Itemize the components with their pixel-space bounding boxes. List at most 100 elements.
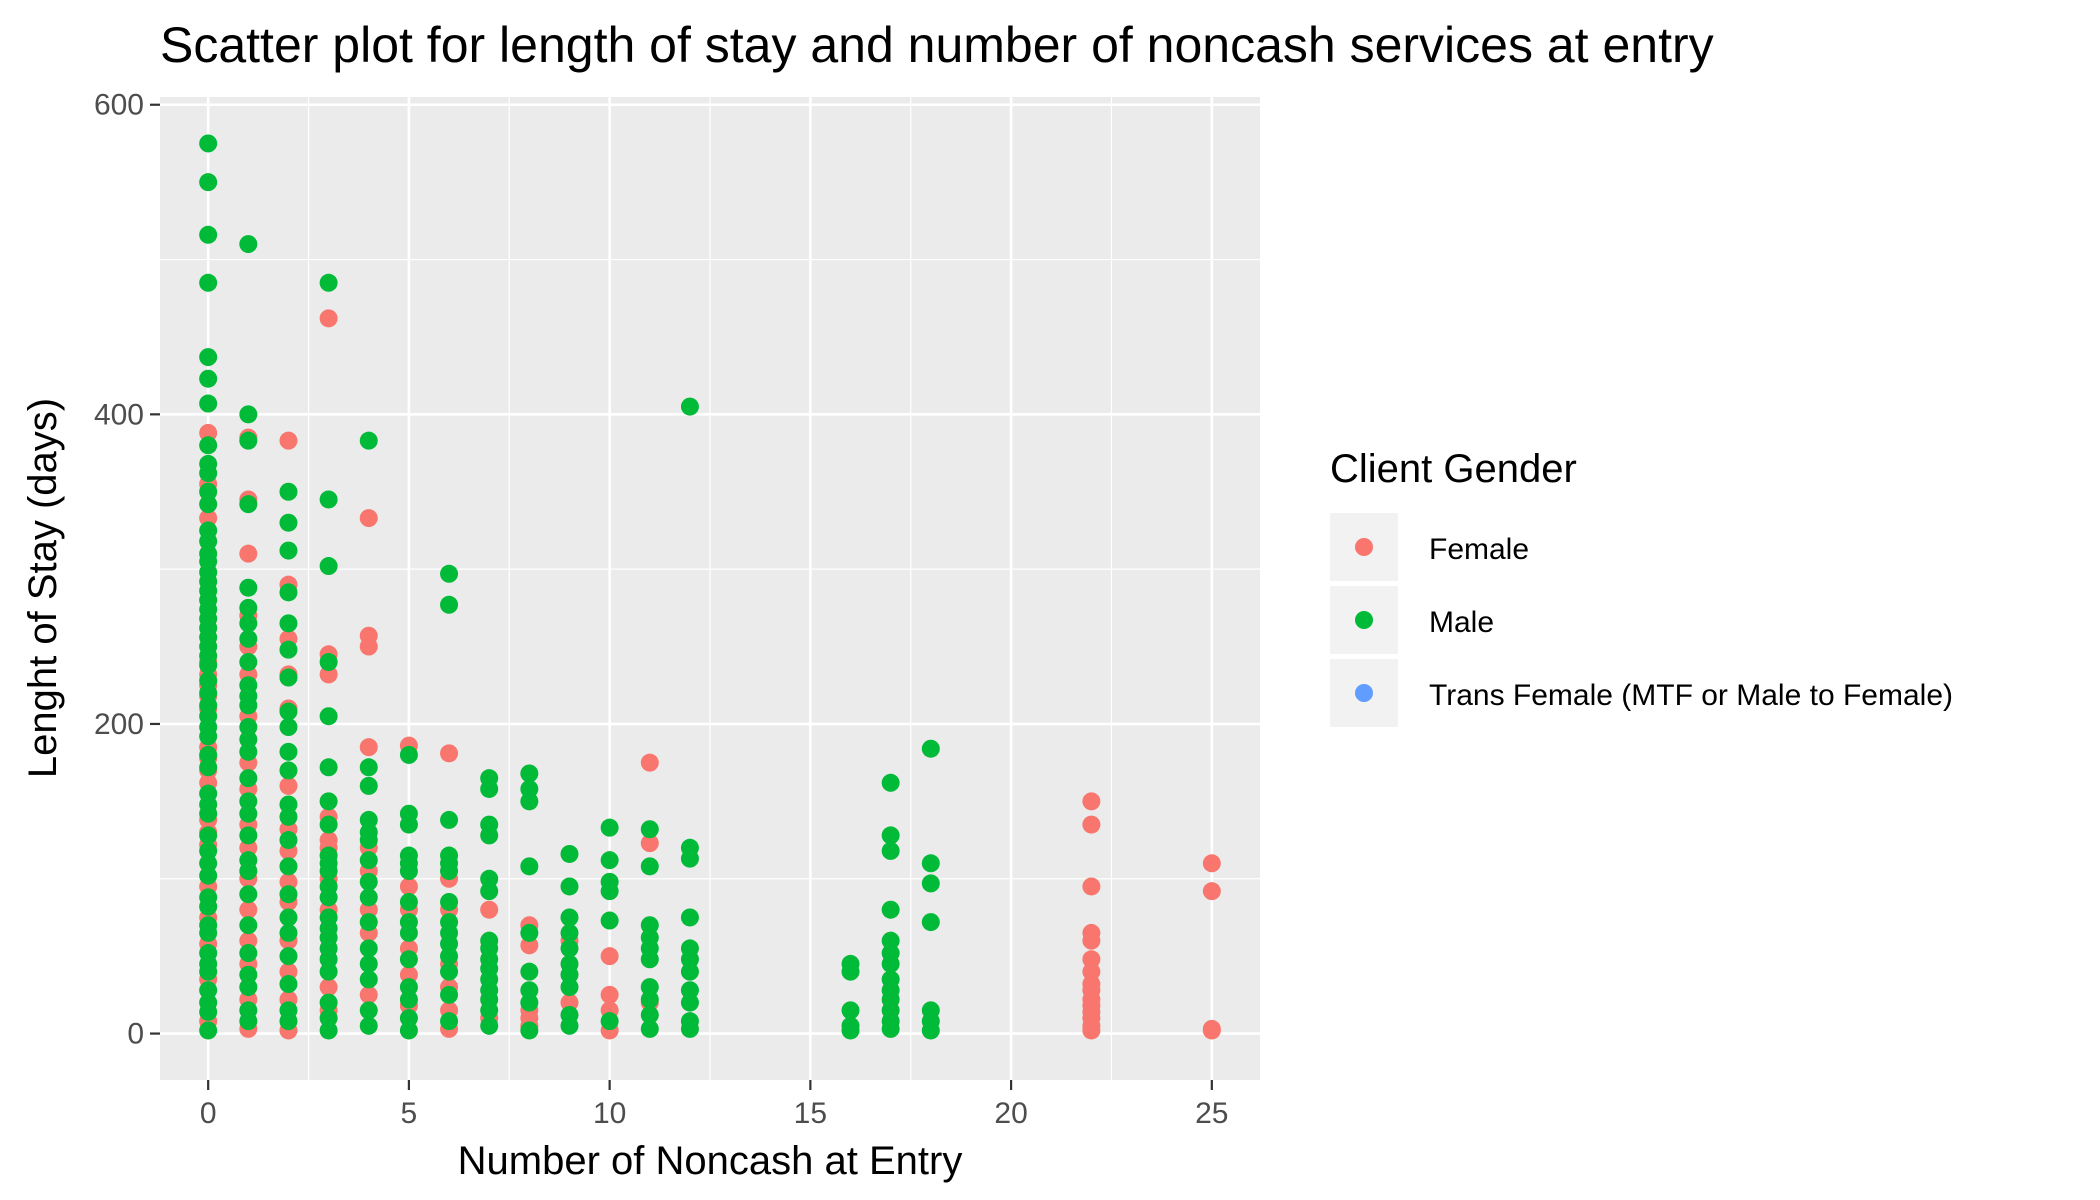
point-male <box>881 900 900 919</box>
point-male <box>239 804 258 823</box>
point-female <box>359 985 378 1004</box>
point-male <box>319 888 338 907</box>
point-male <box>640 950 659 969</box>
point-male <box>199 348 218 367</box>
chart-title: Scatter plot for length of stay and numb… <box>160 17 1714 73</box>
grid-minor <box>160 97 1260 1080</box>
point-male <box>199 804 218 823</box>
point-female <box>399 877 418 896</box>
point-male <box>279 614 298 633</box>
point-male <box>359 913 378 932</box>
point-male <box>399 923 418 942</box>
point-male <box>640 916 659 935</box>
point-male <box>319 815 338 834</box>
point-male <box>480 1001 499 1020</box>
point-male <box>520 779 539 798</box>
point-male <box>279 807 298 826</box>
point-female <box>1082 877 1101 896</box>
x-tick-label: 15 <box>794 1097 827 1130</box>
point-female <box>239 544 258 563</box>
point-male <box>440 810 459 829</box>
point-male <box>440 862 459 881</box>
point-female <box>279 431 298 450</box>
point-male <box>239 742 258 761</box>
point-female <box>319 665 338 684</box>
point-female <box>239 900 258 919</box>
point-male <box>520 993 539 1012</box>
legend-swatch-trans-female-mtf-or-male-to-female <box>1355 684 1373 702</box>
point-male <box>480 882 499 901</box>
legend-title: Client Gender <box>1330 447 1577 491</box>
point-male <box>279 975 298 994</box>
point-male <box>279 640 298 659</box>
point-female <box>279 776 298 795</box>
point-female <box>359 738 378 757</box>
point-male <box>640 978 659 997</box>
point-male <box>199 495 218 514</box>
point-male <box>279 541 298 560</box>
x-tick-label: 0 <box>200 1097 217 1130</box>
point-male <box>279 583 298 602</box>
point-male <box>440 564 459 583</box>
point-male <box>359 758 378 777</box>
point-male <box>199 826 218 845</box>
point-female <box>440 744 459 763</box>
point-male <box>319 653 338 672</box>
point-male <box>199 436 218 455</box>
legend-swatch-male <box>1355 611 1373 629</box>
point-male <box>921 874 940 893</box>
point-male <box>680 962 699 981</box>
point-male <box>239 598 258 617</box>
point-male <box>279 947 298 966</box>
point-male <box>239 718 258 737</box>
point-male <box>279 885 298 904</box>
point-male <box>279 908 298 927</box>
point-female <box>1082 815 1101 834</box>
point-female <box>1082 962 1101 981</box>
point-female <box>199 423 218 442</box>
point-female <box>640 834 659 853</box>
point-male <box>319 792 338 811</box>
point-male <box>640 857 659 876</box>
point-male <box>359 1016 378 1035</box>
legend-label-trans-female: Trans Female (MTF or Male to Female) <box>1429 679 1953 712</box>
point-male <box>440 962 459 981</box>
point-male <box>199 683 218 702</box>
point-male <box>680 993 699 1012</box>
point-female <box>1082 950 1101 969</box>
point-male <box>680 849 699 868</box>
point-male <box>600 882 619 901</box>
point-female <box>520 936 539 955</box>
point-female <box>359 509 378 528</box>
point-male <box>359 939 378 958</box>
point-male <box>440 934 459 953</box>
point-female <box>319 309 338 328</box>
point-male <box>881 841 900 860</box>
point-male <box>239 769 258 788</box>
y-tick-label: 600 <box>94 89 144 122</box>
point-male <box>560 923 579 942</box>
point-male <box>279 513 298 532</box>
point-male <box>199 671 218 690</box>
point-male <box>600 911 619 930</box>
point-male <box>239 885 258 904</box>
x-tick-label: 25 <box>1195 1097 1228 1130</box>
point-female <box>359 900 378 919</box>
legend-label-male: Male <box>1429 606 1494 639</box>
point-male <box>239 578 258 597</box>
x-tick-label: 10 <box>593 1097 626 1130</box>
point-male <box>279 702 298 721</box>
point-male <box>319 962 338 981</box>
legend-swatch-female <box>1355 538 1373 556</box>
point-male <box>199 1021 218 1040</box>
point-male <box>560 908 579 927</box>
point-male <box>680 908 699 927</box>
point-female <box>199 509 218 528</box>
point-male <box>399 862 418 881</box>
point-male <box>440 947 459 966</box>
point-male <box>199 369 218 388</box>
point-male <box>399 950 418 969</box>
point-female <box>560 993 579 1012</box>
point-male <box>359 872 378 891</box>
point-male <box>239 653 258 672</box>
